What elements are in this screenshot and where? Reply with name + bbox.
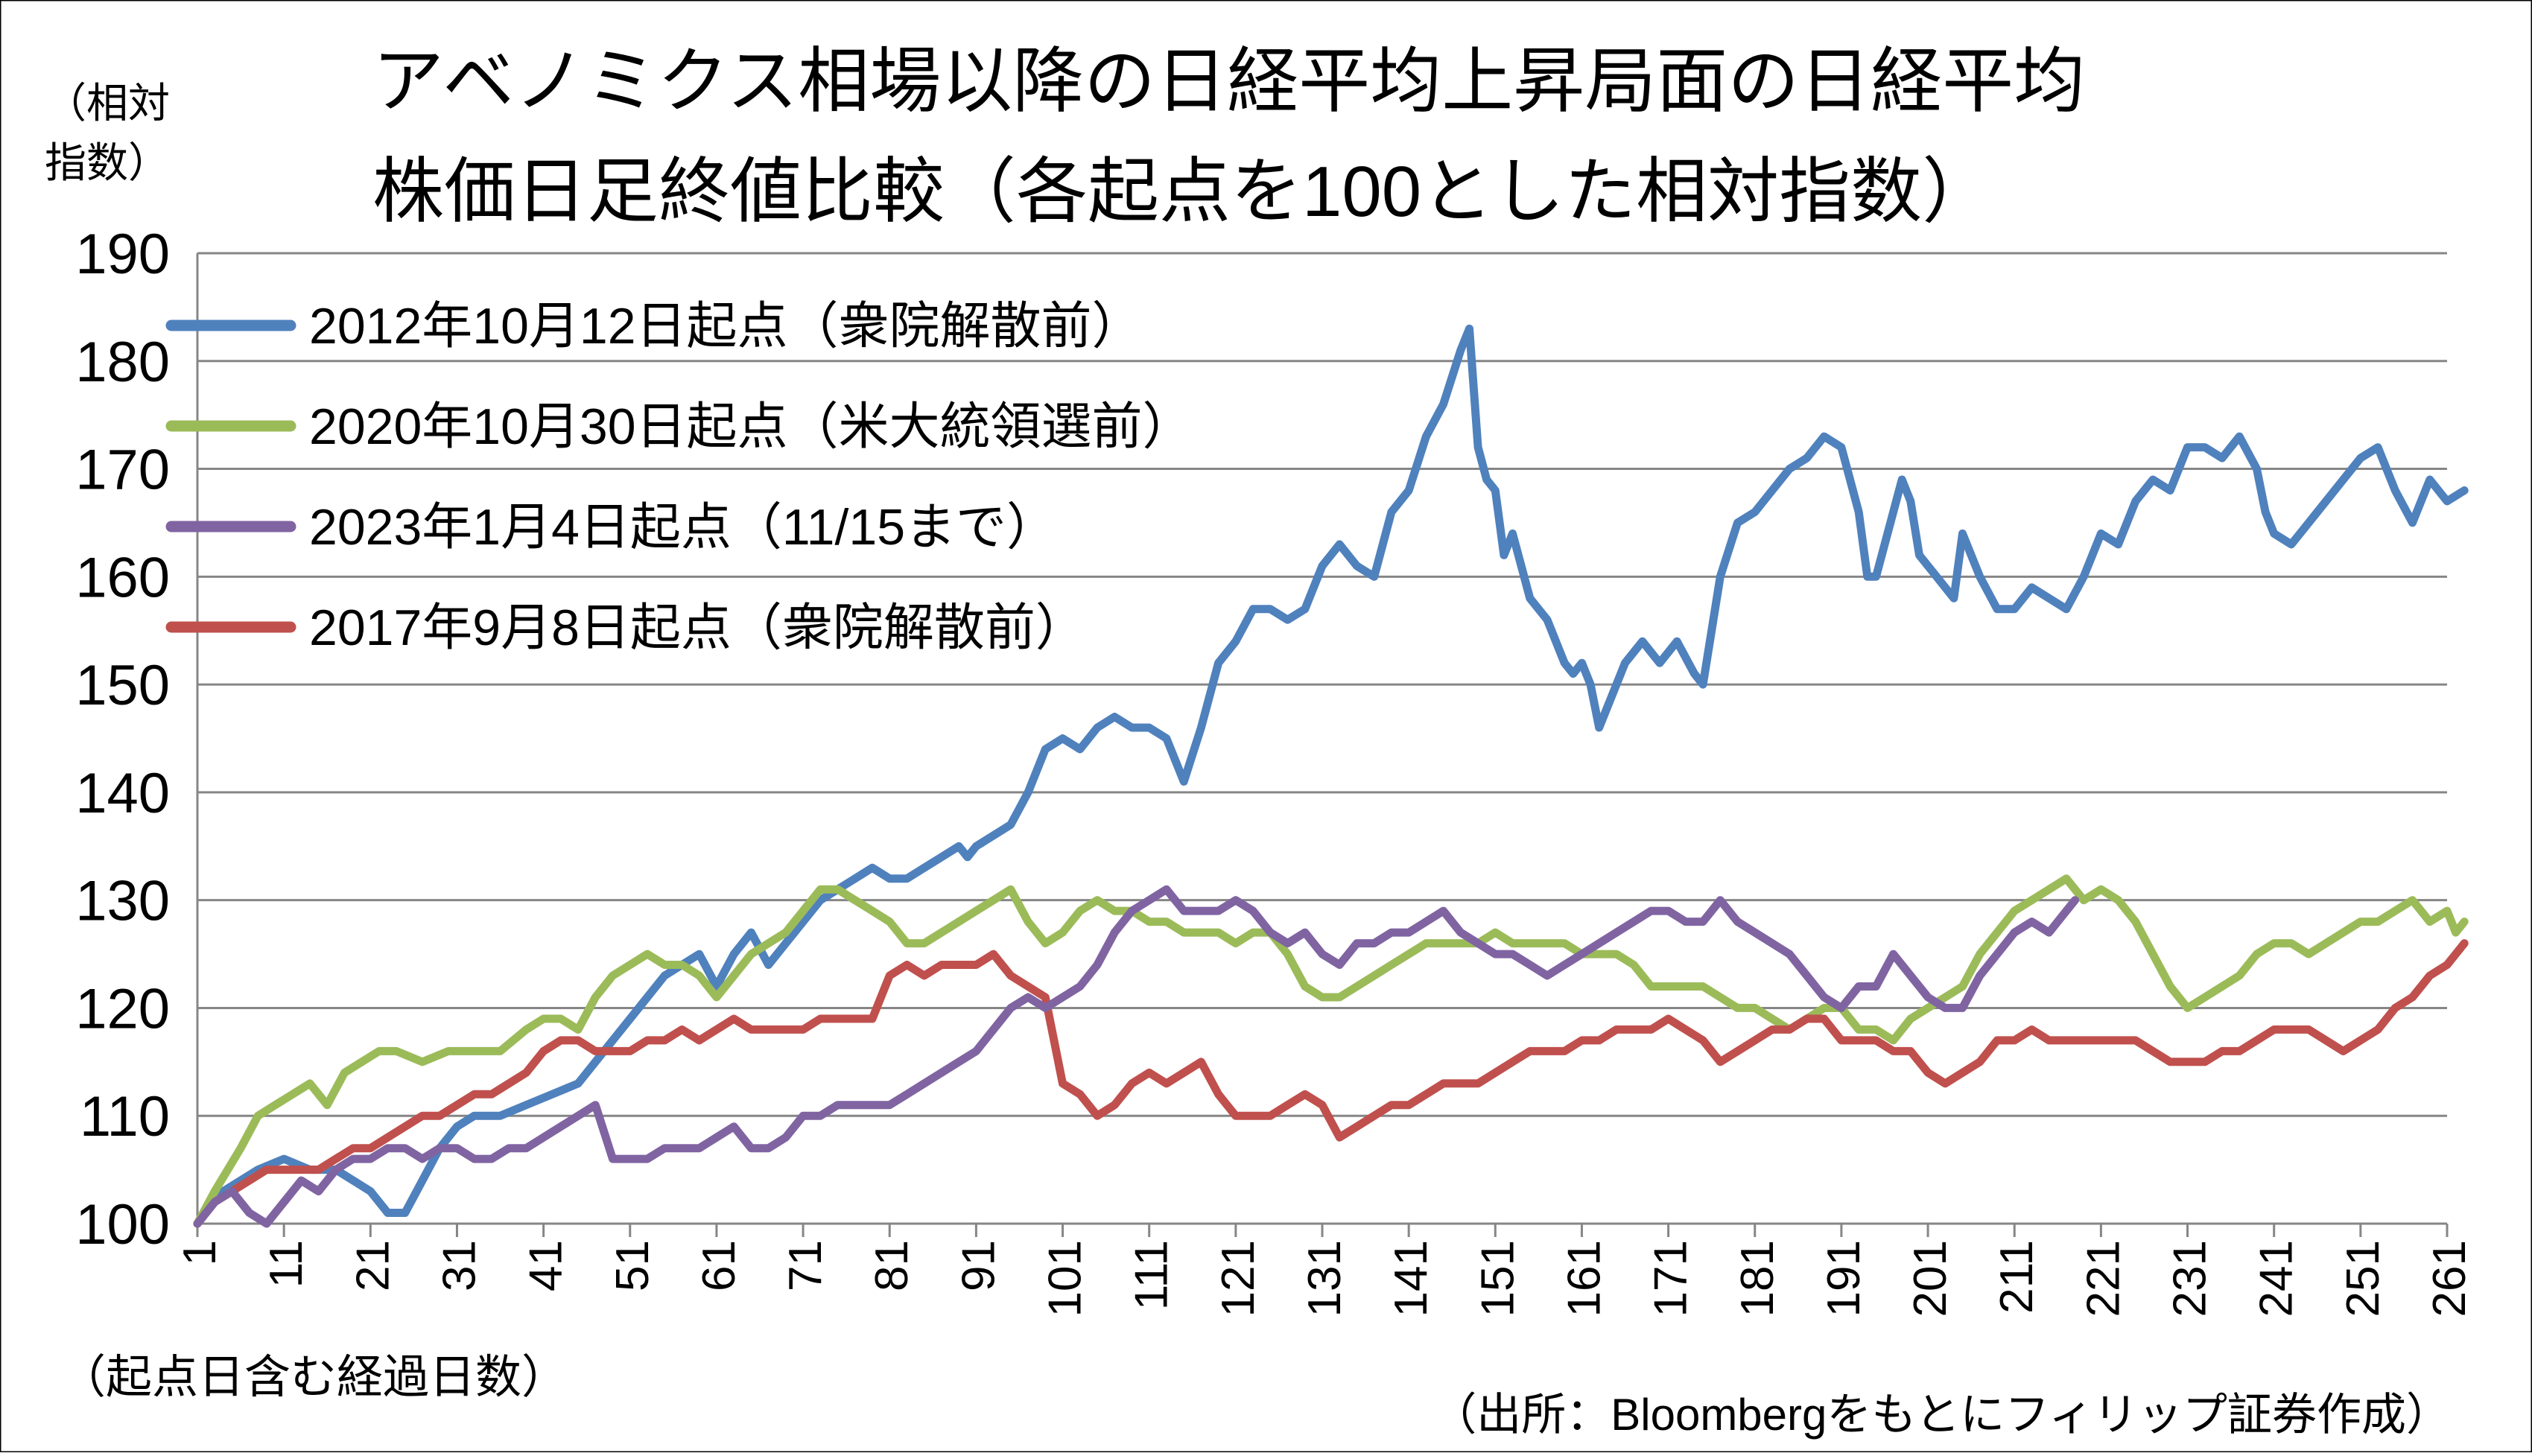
- x-tick-label: 71: [780, 1240, 831, 1291]
- x-tick-label: 61: [694, 1240, 745, 1291]
- y-tick-label: 130: [75, 870, 170, 933]
- x-tick-label: 41: [521, 1240, 572, 1291]
- x-tick-label: 161: [1558, 1240, 1610, 1317]
- x-tick-label: 91: [953, 1240, 1004, 1291]
- y-tick-label: 140: [75, 762, 170, 825]
- x-tick-label: 101: [1040, 1240, 1091, 1317]
- chart-title-line-2: 株価日足終値比較（各起点を100とした相対指数）: [372, 152, 1993, 232]
- y-tick-label: 190: [75, 223, 170, 286]
- x-axis-label: （起点日含む経過日数）: [60, 1352, 568, 1403]
- series-lines: [193, 324, 2469, 1228]
- series-line-3: [193, 885, 2079, 1228]
- legend-label-3: 2023年1月4日起点（11/15まで）: [309, 499, 1057, 556]
- y-tick-labels: 100 110 120 130 140 150 160 170 180 190: [75, 223, 170, 1256]
- x-tick-label: 191: [1818, 1240, 1870, 1317]
- x-tick-label: 111: [1126, 1240, 1178, 1310]
- legend-label-2: 2020年10月30日起点（米大統領選前）: [309, 398, 1193, 455]
- y-axis-label-line-2: 指数）: [45, 139, 170, 186]
- legend-label-4: 2017年9月8日起点（衆院解散前）: [309, 600, 1086, 656]
- x-tick-label: 81: [866, 1240, 918, 1291]
- y-tick-label: 160: [75, 546, 170, 609]
- x-tick-label: 51: [607, 1240, 659, 1291]
- x-tick-labels: 1 11 21 31 41 51 61 71 81 91 101 111 121 131 141 151 161…: [174, 1240, 2475, 1317]
- x-tick-label: 121: [1213, 1240, 1264, 1317]
- y-axis-label-line-1: （相対: [45, 80, 170, 127]
- y-tick-label: 100: [75, 1193, 170, 1256]
- x-tick-label: 231: [2165, 1240, 2216, 1317]
- y-tick-label: 110: [80, 1085, 170, 1148]
- x-tick-label: 11: [261, 1240, 312, 1288]
- series-line-4: [193, 939, 2469, 1228]
- x-tick-label: 181: [1732, 1240, 1783, 1317]
- series-line-2: [193, 874, 2469, 1228]
- x-tick-label: 151: [1472, 1240, 1523, 1317]
- x-tick-label: 251: [2338, 1240, 2389, 1317]
- x-tick-label: 211: [1991, 1240, 2043, 1314]
- y-tick-label: 180: [75, 331, 170, 394]
- x-tick-label: 21: [347, 1240, 399, 1291]
- x-tick-label: 261: [2424, 1240, 2475, 1317]
- source-note: （出所：Bloombergをもとにフィリップ証券作成）: [1432, 1390, 2451, 1440]
- y-tick-label: 170: [75, 439, 170, 502]
- x-tick-label: 141: [1386, 1240, 1437, 1317]
- x-tick-label: 131: [1299, 1240, 1351, 1317]
- x-tick-label: 1: [174, 1240, 226, 1265]
- x-tick-label: 171: [1646, 1240, 1697, 1317]
- legend-label-1: 2012年10月12日起点（衆院解散前）: [309, 298, 1143, 355]
- x-tick-label: 221: [2078, 1240, 2129, 1317]
- legend: 2012年10月12日起点（衆院解散前） 2020年10月30日起点（米大統領選前…: [165, 298, 1193, 656]
- y-tick-label: 150: [75, 654, 170, 717]
- x-tick-label: 201: [1905, 1240, 1956, 1317]
- x-tick-label: 241: [2251, 1240, 2303, 1317]
- chart-title-line-1: アベノミクス相場以降の日経平均上昇局面の日経平均: [372, 42, 2085, 121]
- y-tick-label: 120: [75, 977, 170, 1040]
- x-tick-label: 31: [434, 1240, 485, 1291]
